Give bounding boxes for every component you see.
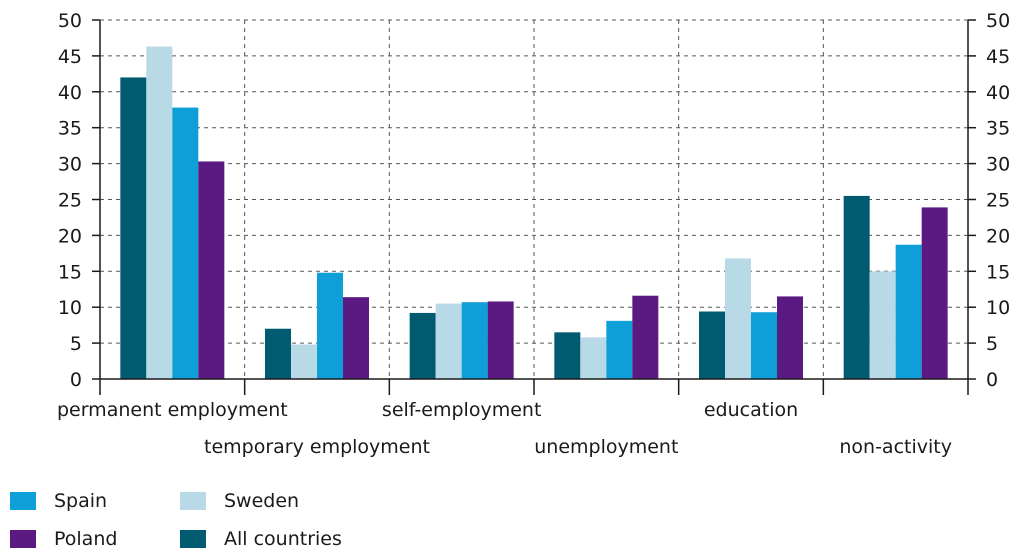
bar-all-countries bbox=[699, 311, 725, 379]
bar-spain bbox=[606, 320, 633, 379]
legend-label: Sweden bbox=[224, 490, 300, 512]
y-tick-label-left: 35 bbox=[58, 118, 82, 140]
bar-sweden bbox=[435, 303, 462, 379]
y-tick-label-left: 20 bbox=[58, 225, 82, 247]
grid-lines bbox=[100, 19, 968, 379]
x-tick-label: education bbox=[704, 399, 798, 421]
x-tick-label: permanent employment bbox=[57, 399, 288, 421]
axes bbox=[99, 20, 969, 395]
bar-poland bbox=[632, 295, 659, 379]
bar-all-countries bbox=[265, 328, 291, 379]
bar-all-countries bbox=[843, 195, 870, 379]
legend-swatch bbox=[10, 530, 36, 548]
bar-sweden bbox=[291, 344, 317, 379]
bar-spain bbox=[895, 244, 922, 379]
legend-label: Poland bbox=[54, 528, 118, 550]
legend-item-sweden: Sweden bbox=[180, 488, 299, 514]
x-axis-labels: permanent employment temporary employment… bbox=[57, 399, 952, 458]
y-tick-label-right: 25 bbox=[986, 190, 1010, 212]
x-tick-label: self-employment bbox=[382, 399, 541, 421]
legend-item-spain: Spain bbox=[10, 488, 107, 514]
y-tick-label-left: 30 bbox=[58, 154, 82, 176]
legend-item-poland: Poland bbox=[10, 526, 117, 552]
bar-all-countries bbox=[554, 332, 581, 379]
y-tick-label-right: 20 bbox=[986, 225, 1010, 247]
x-tick-label: unemployment bbox=[534, 436, 678, 458]
y-tick-label-left: 40 bbox=[58, 82, 82, 104]
legend-swatch bbox=[180, 530, 206, 548]
bar-all-countries bbox=[120, 77, 147, 379]
y-tick-label-left: 15 bbox=[58, 261, 82, 283]
legend-swatch bbox=[180, 492, 206, 510]
y-tick-label-right: 5 bbox=[986, 333, 998, 355]
bars bbox=[120, 46, 948, 379]
legend: Spain Sweden Poland All countries bbox=[10, 488, 430, 552]
bar-spain bbox=[751, 312, 777, 379]
bar-poland bbox=[487, 301, 514, 379]
bar-chart: 0 5 10 15 20 25 30 35 40 45 50 0 5 10 15 20 25 30 35 40 45 5… bbox=[57, 10, 1010, 458]
legend-swatch bbox=[10, 492, 36, 510]
legend-label: Spain bbox=[54, 490, 108, 512]
y-tick-label-right: 30 bbox=[986, 154, 1010, 176]
y-tick-label-right: 35 bbox=[986, 118, 1010, 140]
x-tick-label: temporary employment bbox=[204, 436, 430, 458]
y-tick-label-left: 0 bbox=[70, 369, 82, 391]
bar-poland bbox=[777, 296, 803, 379]
y-tick-label-right: 40 bbox=[986, 82, 1010, 104]
y-tick-label-left: 10 bbox=[58, 297, 82, 319]
y-tick-label-left: 45 bbox=[58, 46, 82, 68]
y-tick-label-left: 50 bbox=[58, 10, 82, 32]
bar-sweden bbox=[580, 337, 607, 379]
bar-all-countries bbox=[409, 312, 436, 379]
y-tick-label-left: 25 bbox=[58, 190, 82, 212]
y-tick-label-right: 50 bbox=[986, 10, 1010, 32]
y-tick-label-right: 10 bbox=[986, 297, 1010, 319]
legend-label: All countries bbox=[224, 528, 342, 550]
bar-poland bbox=[921, 207, 948, 379]
bar-sweden bbox=[869, 271, 896, 379]
bar-poland bbox=[343, 297, 369, 379]
bar-sweden bbox=[146, 46, 173, 379]
bar-sweden bbox=[725, 258, 751, 379]
bar-spain bbox=[172, 107, 199, 379]
y-axis-right: 0 5 10 15 20 25 30 35 40 45 50 bbox=[968, 10, 1010, 391]
bar-spain bbox=[317, 272, 343, 379]
y-tick-label-left: 5 bbox=[70, 333, 82, 355]
x-tick-label: non-activity bbox=[839, 436, 952, 458]
y-tick-label-right: 15 bbox=[986, 261, 1010, 283]
legend-item-all-countries: All countries bbox=[180, 526, 342, 552]
bar-spain bbox=[461, 302, 488, 379]
y-axis-left: 0 5 10 15 20 25 30 35 40 45 50 bbox=[58, 10, 100, 391]
y-tick-label-right: 45 bbox=[986, 46, 1010, 68]
y-tick-label-right: 0 bbox=[986, 369, 998, 391]
bar-poland bbox=[198, 161, 225, 379]
